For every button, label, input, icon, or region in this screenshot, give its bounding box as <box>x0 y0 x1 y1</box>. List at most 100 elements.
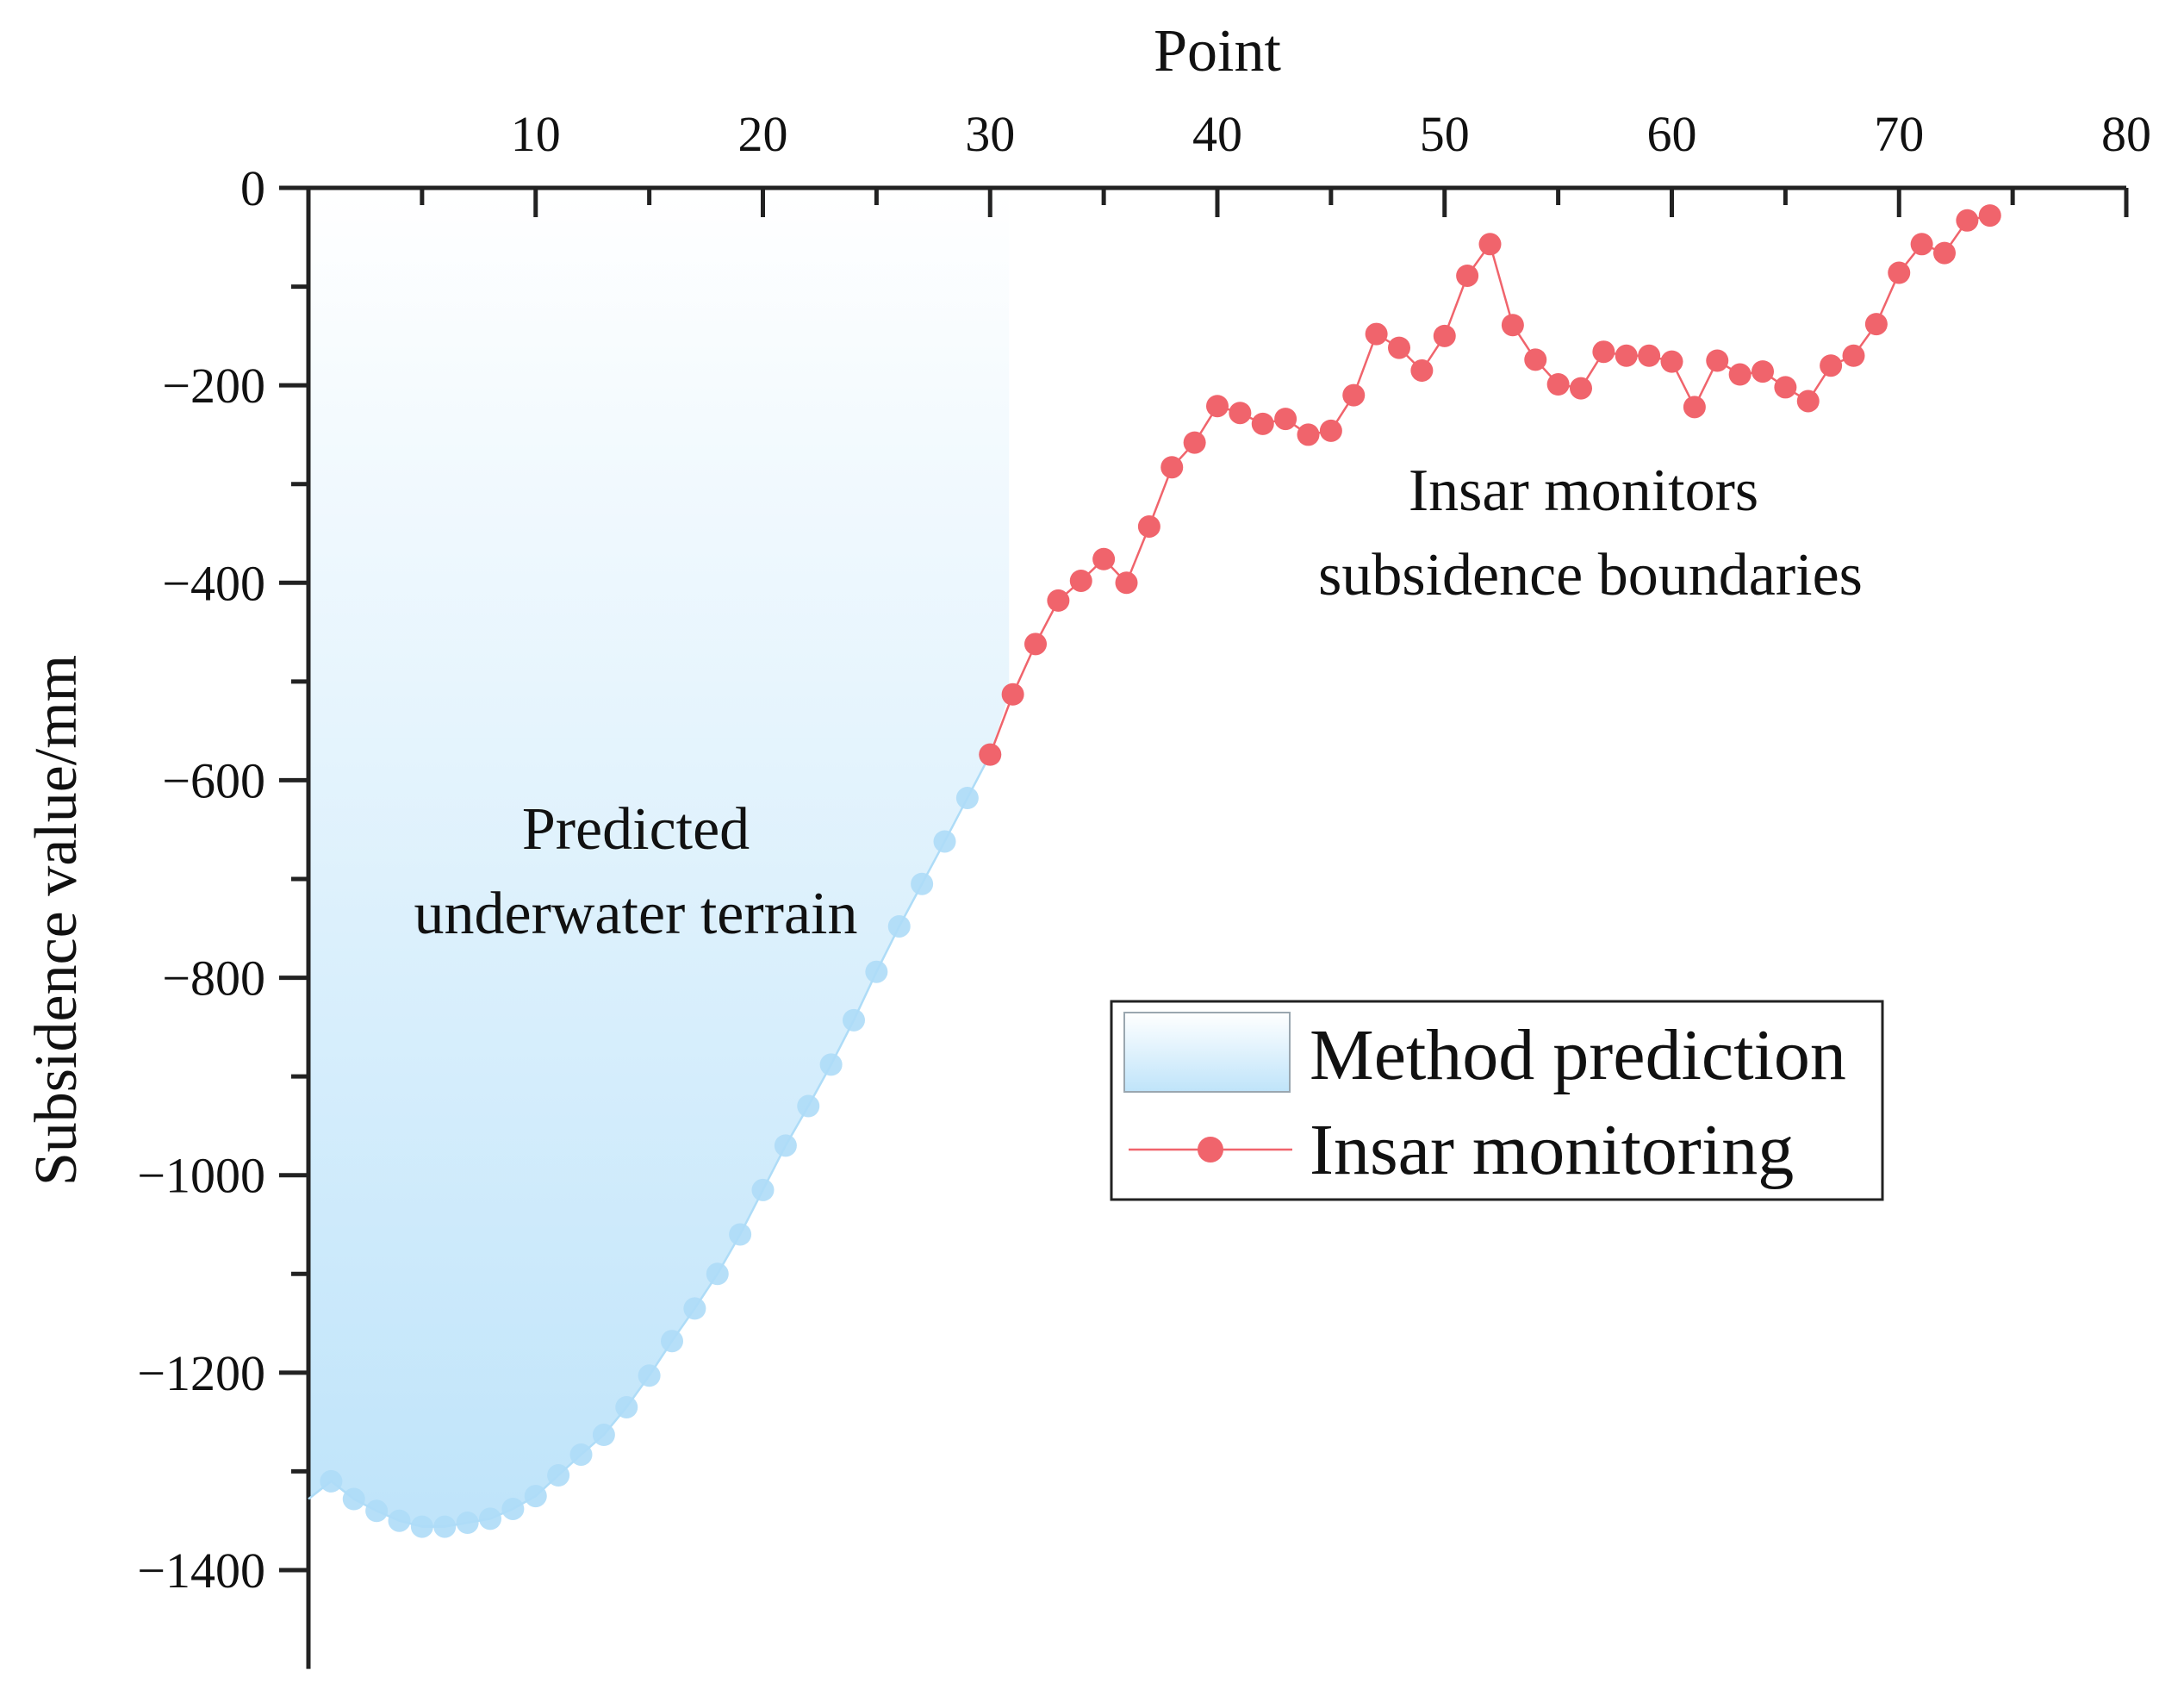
method-prediction-point <box>501 1497 525 1520</box>
insar-monitoring-point <box>1546 372 1570 396</box>
method-prediction-point <box>388 1509 411 1532</box>
method-prediction-area <box>308 188 1010 1527</box>
method-prediction-point <box>955 787 979 810</box>
legend: Method prediction Insar monitoring <box>1110 1000 1884 1201</box>
insar-monitoring-point <box>1047 589 1070 612</box>
method-prediction-point <box>524 1485 547 1508</box>
insar-monitoring-point <box>1001 683 1024 706</box>
annotation-line: Predicted <box>522 796 750 863</box>
legend-label-method-prediction: Method prediction <box>1310 1015 1846 1095</box>
method-prediction-point <box>456 1512 479 1535</box>
annotation-line: underwater terrain <box>414 881 858 947</box>
x-tick-label: 10 <box>511 106 561 162</box>
insar-monitoring-point <box>1842 344 1865 367</box>
insar-monitoring-point <box>1206 395 1229 418</box>
insar-monitoring-point <box>1660 350 1683 373</box>
method-prediction-point <box>342 1487 365 1511</box>
insar-monitoring-point <box>1478 233 1502 256</box>
method-prediction-point <box>729 1223 752 1246</box>
insar-monitoring-point <box>1774 376 1797 399</box>
method-prediction-point <box>638 1364 661 1387</box>
insar-monitoring-point <box>1456 264 1479 287</box>
x-tick-label: 40 <box>1192 106 1242 162</box>
method-prediction-point <box>547 1464 570 1487</box>
insar-monitoring-point <box>1365 322 1388 346</box>
x-tick-label: 30 <box>965 106 1015 162</box>
y-tick-label: −600 <box>162 752 265 808</box>
insar-monitoring-point <box>1319 419 1342 442</box>
x-axis-title: Point <box>1154 18 1281 84</box>
method-prediction-point <box>569 1443 593 1466</box>
annotation-predicted-terrain: Predicted underwater terrain <box>414 796 858 947</box>
insar-monitoring-point <box>1752 360 1774 383</box>
method-prediction-point <box>410 1515 433 1538</box>
insar-monitoring-point <box>1796 390 1820 413</box>
method-prediction-point <box>683 1297 706 1320</box>
y-tick-label: −200 <box>162 358 265 414</box>
x-tick-label: 20 <box>738 106 788 162</box>
annotation-line: subsidence boundaries <box>1318 542 1863 608</box>
method-prediction-point <box>843 1008 865 1032</box>
insar-monitoring-point <box>1592 340 1615 364</box>
y-tick-label: −400 <box>162 555 265 611</box>
insar-monitoring-point <box>1160 456 1184 479</box>
legend-swatch-method-prediction <box>1123 1012 1291 1093</box>
insar-monitoring-point <box>1229 402 1252 425</box>
insar-monitoring-point <box>979 743 1002 766</box>
method-prediction-point <box>819 1053 843 1076</box>
insar-monitoring-point <box>1570 377 1592 400</box>
method-prediction-point <box>433 1515 457 1538</box>
insar-monitoring-point <box>1683 396 1706 419</box>
insar-monitoring-point <box>1910 233 1933 256</box>
legend-marker-insar-monitoring <box>1198 1137 1223 1163</box>
x-tick-label: 80 <box>2101 106 2151 162</box>
method-prediction-point <box>479 1507 501 1530</box>
legend-label-insar-monitoring: Insar monitoring <box>1310 1110 1794 1190</box>
insar-monitoring-point <box>1956 209 1979 232</box>
insar-monitoring-point <box>1183 431 1206 454</box>
x-tick-label: 60 <box>1647 106 1697 162</box>
method-prediction-point <box>365 1499 389 1523</box>
insar-monitoring-point <box>1433 324 1456 347</box>
method-prediction-point <box>615 1395 638 1418</box>
y-tick-label: −800 <box>162 951 265 1007</box>
y-tick-label: −1400 <box>137 1543 265 1599</box>
method-prediction-point <box>797 1094 820 1118</box>
method-prediction-point <box>911 872 934 895</box>
insar-monitoring-point <box>1638 344 1661 367</box>
insar-monitoring-point <box>1524 348 1547 371</box>
insar-monitoring-point <box>1410 358 1434 382</box>
insar-monitoring-point <box>1137 514 1160 538</box>
insar-monitoring-point <box>1274 408 1297 431</box>
insar-monitoring-point <box>1092 547 1116 570</box>
insar-monitoring-point <box>1706 349 1729 372</box>
insar-monitoring-point <box>1342 383 1366 407</box>
insar-monitoring-point <box>1115 571 1138 595</box>
insar-monitoring-point <box>1978 204 2001 228</box>
insar-monitoring-point <box>1069 569 1092 592</box>
insar-monitoring-point <box>1024 633 1047 656</box>
insar-monitoring-point <box>1388 336 1410 359</box>
x-tick-label: 70 <box>1874 106 1924 162</box>
method-prediction-point <box>865 960 888 983</box>
insar-monitoring-point <box>1820 354 1843 377</box>
insar-monitoring-point <box>1728 363 1752 386</box>
x-tick-label: 50 <box>1420 106 1470 162</box>
axes: 10 20 30 40 50 60 70 80 0 −200 −400 −600 −800 −1000 −… <box>137 106 2151 1669</box>
y-tick-label: 0 <box>240 160 265 216</box>
insar-monitoring-point <box>1501 314 1524 337</box>
annotation-insar-boundaries: Insar monitors subsidence boundaries <box>1318 458 1863 608</box>
method-prediction-point <box>320 1469 343 1493</box>
method-prediction-point <box>661 1330 683 1353</box>
insar-monitoring-point <box>1933 241 1956 265</box>
method-prediction-point <box>751 1178 775 1201</box>
method-prediction-point <box>887 914 911 938</box>
method-prediction-point <box>592 1424 615 1447</box>
insar-monitoring-point <box>1888 261 1911 284</box>
y-tick-label: −1000 <box>137 1148 265 1204</box>
insar-monitoring-point <box>1864 313 1888 336</box>
y-tick-label: −1200 <box>137 1345 265 1401</box>
annotation-line: Insar monitors <box>1409 458 1758 524</box>
y-axis-title: Subsidence value/mm <box>23 655 90 1186</box>
insar-monitoring-point <box>1251 412 1274 435</box>
